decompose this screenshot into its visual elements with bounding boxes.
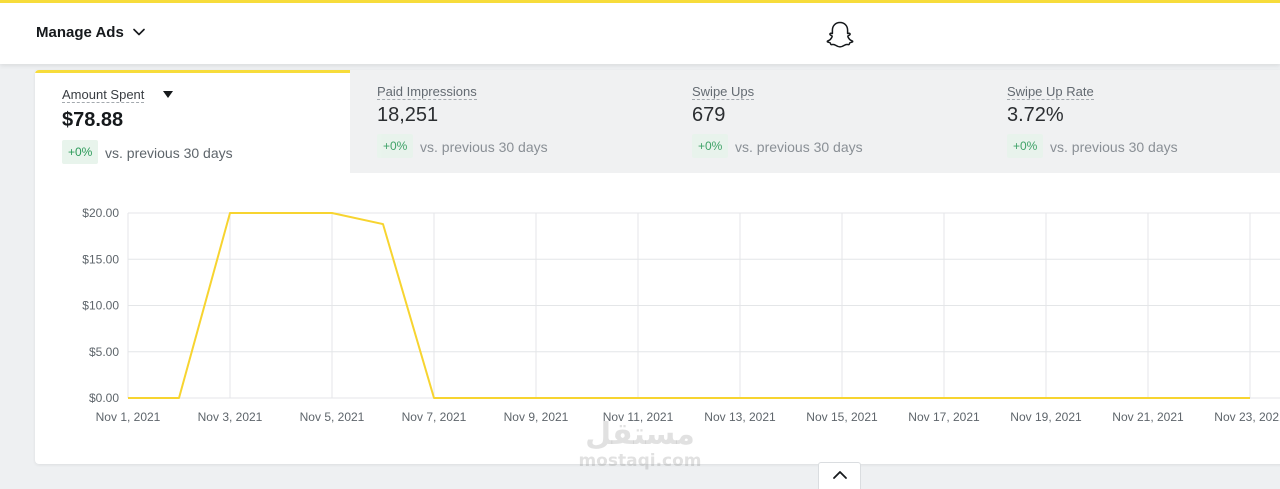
manage-ads-label: Manage Ads [36,24,124,41]
x-tick-label: Nov 19, 2021 [1010,410,1082,424]
x-tick-label: Nov 5, 2021 [300,410,365,424]
metric-value: $78.88 [62,109,124,131]
x-tick-label: Nov 17, 2021 [908,410,980,424]
metric-label: Paid Impressions [377,84,477,100]
ghost-icon[interactable] [825,20,855,50]
metric-label: Amount Spent [62,87,145,103]
metric-tabs: Amount Spent $78.88 +0% vs. previous 30 … [35,70,1280,173]
comparison-text: vs. previous 30 days [420,139,548,155]
tab-swipe-up-rate[interactable]: Swipe Up Rate 3.72% +0% vs. previous 30 … [980,70,1280,173]
chevron-down-icon [132,28,145,35]
watermark-latin: mostaqi.com [578,451,702,471]
y-tick-label: $10.00 [82,299,119,313]
watermark-logo: مستقل mostaqi.com [574,418,706,478]
delta-badge: +0% [1007,134,1044,158]
x-tick-label: Nov 1, 2021 [96,410,161,424]
x-tick-label: Nov 13, 2021 [704,410,776,424]
watermark-arabic: مستقل [585,417,695,452]
x-tick-label: Nov 3, 2021 [198,410,263,424]
top-bar: Manage Ads [0,0,1280,64]
tab-swipe-ups[interactable]: Swipe Ups 679 +0% vs. previous 30 days [665,70,980,173]
metric-value: 679 [692,104,726,126]
comparison-text: vs. previous 30 days [105,145,233,161]
metric-value: 3.72% [1007,104,1064,126]
x-tick-label: Nov 21, 2021 [1112,410,1184,424]
comparison-text: vs. previous 30 days [735,139,863,155]
metric-label: Swipe Ups [692,84,755,100]
manage-ads-menu[interactable]: Manage Ads [36,24,145,41]
y-tick-label: $20.00 [82,206,119,220]
delta-badge: +0% [377,134,414,158]
chevron-up-icon [833,471,847,479]
spend-line-chart: $0.00 $5.00 $10.00 $15.00 $20.00 Nov 1, 2021 N… [82,206,1280,424]
metrics-card: Amount Spent $78.88 +0% vs. previous 30 … [35,70,1280,464]
metric-label: Swipe Up Rate [1007,84,1094,100]
y-tick-label: $15.00 [82,252,119,266]
series-line [128,212,1250,399]
delta-badge: +0% [692,134,729,158]
x-tick-label: Nov 23, 2021 [1214,410,1280,424]
caret-down-icon[interactable] [163,91,173,98]
tab-paid-impressions[interactable]: Paid Impressions 18,251 +0% vs. previous… [350,70,665,173]
y-tick-label: $5.00 [89,345,119,359]
y-tick-label: $0.00 [89,391,119,405]
collapse-chart-button[interactable] [818,462,861,489]
delta-badge: +0% [62,140,99,164]
tab-amount-spent[interactable]: Amount Spent $78.88 +0% vs. previous 30 … [35,70,350,173]
x-tick-label: Nov 11, 2021 [603,410,674,424]
comparison-text: vs. previous 30 days [1050,139,1178,155]
x-tick-label: Nov 15, 2021 [806,410,878,424]
metric-value: 18,251 [377,104,439,126]
x-tick-label: Nov 9, 2021 [504,410,569,424]
x-tick-label: Nov 7, 2021 [402,410,467,424]
